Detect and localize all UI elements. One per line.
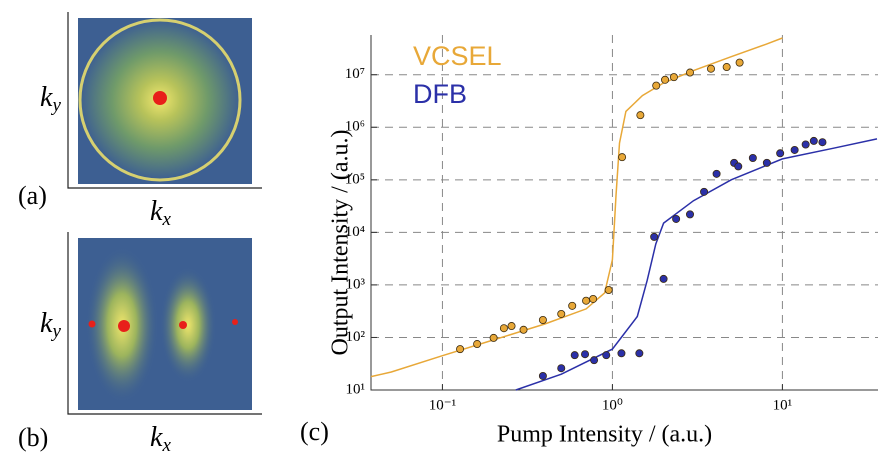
axis-label-sub: x — [161, 435, 171, 456]
data-point — [558, 365, 565, 372]
data-point — [636, 350, 643, 357]
axis-label: kx — [150, 422, 171, 456]
data-point — [713, 170, 720, 177]
y-axis-label: Output Intensity / (a.u.) — [328, 130, 354, 356]
y-tick-label: 10¹ — [346, 381, 366, 397]
axis-label-base: k — [150, 196, 163, 227]
data-point — [802, 141, 809, 148]
y-tick-label: 10⁷ — [345, 66, 365, 82]
data-point — [700, 188, 707, 195]
data-point — [651, 233, 658, 240]
legend-label: DFB — [413, 79, 467, 109]
panel-label: (a) — [18, 181, 47, 210]
data-point — [749, 154, 756, 161]
legend-label: VCSEL — [413, 41, 502, 71]
axis-label-base: k — [40, 308, 53, 339]
data-point — [723, 63, 730, 70]
data-point — [810, 137, 817, 144]
data-point — [490, 334, 497, 341]
data-point — [500, 325, 507, 332]
x-tick-label: 10¹ — [773, 397, 793, 413]
data-point — [653, 82, 660, 89]
data-point — [673, 215, 680, 222]
axis-label-base: k — [40, 82, 53, 113]
data-point — [637, 112, 644, 119]
data-point — [670, 74, 677, 81]
data-point — [660, 275, 667, 282]
axis-label-sub: y — [50, 95, 61, 116]
panel-a-image — [68, 12, 262, 188]
data-point — [791, 146, 798, 153]
data-point — [605, 286, 612, 293]
data-point — [474, 340, 481, 347]
data-point — [686, 69, 693, 76]
data-point — [569, 302, 576, 309]
data-point — [686, 211, 693, 218]
data-point — [735, 163, 742, 170]
x-tick-label: 10⁰ — [602, 397, 623, 413]
data-point — [763, 159, 770, 166]
data-point — [819, 139, 826, 146]
data-point — [736, 59, 743, 66]
data-point — [582, 297, 589, 304]
data-point — [661, 76, 668, 83]
data-point — [539, 316, 546, 323]
data-point — [618, 154, 625, 161]
data-point — [520, 326, 527, 333]
data-point — [539, 372, 546, 379]
panel-b-image — [68, 232, 262, 414]
figure: (a)kxky(b)kxky 10⁻¹10⁰10¹10¹10²10³10⁴10⁵… — [0, 0, 878, 458]
x-tick-label: 10⁻¹ — [429, 397, 456, 413]
data-point — [558, 310, 565, 317]
data-point — [777, 150, 784, 157]
axis-label-sub: y — [50, 321, 61, 342]
data-point — [603, 352, 610, 359]
axis-label: ky — [40, 308, 61, 342]
axis-label-sub: x — [161, 209, 171, 230]
axis-label-base: k — [150, 422, 163, 453]
data-point — [618, 350, 625, 357]
data-point — [508, 322, 515, 329]
panel-label: (b) — [18, 423, 48, 452]
axis-label: ky — [40, 82, 61, 116]
x-axis-label: Pump Intensity / (a.u.) — [497, 422, 712, 448]
data-point — [581, 351, 588, 358]
data-point — [707, 65, 714, 72]
axis-label: kx — [150, 196, 171, 230]
data-point — [590, 357, 597, 364]
data-point — [456, 346, 463, 353]
data-point — [571, 352, 578, 359]
data-point — [590, 295, 597, 302]
panel-label: (c) — [300, 417, 329, 446]
